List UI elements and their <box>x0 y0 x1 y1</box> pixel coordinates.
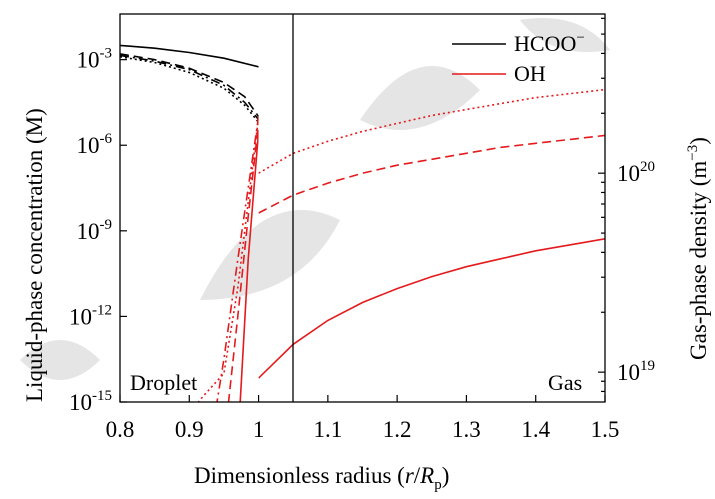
legend-label-hcoo-base: HCOO <box>514 31 576 56</box>
background-watermark <box>20 18 610 380</box>
x-tick-label: 1.2 <box>383 417 412 442</box>
left-y-tick-label: 10-15 <box>69 388 112 415</box>
liquid-line-hcoo-dashed <box>120 53 259 118</box>
x-axis-label-r: r <box>405 463 415 488</box>
liquid-line-oh-dotted <box>197 116 259 402</box>
droplet-series-group <box>120 44 259 402</box>
watermark-shape <box>200 210 340 300</box>
right-y-tick-label: 1019 <box>617 358 655 385</box>
x-tick-label: 1 <box>253 417 265 442</box>
x-tick-label: 0.8 <box>106 417 135 442</box>
liquid-line-oh-dashed <box>227 122 259 402</box>
liquid-line-hcoo-solid <box>120 44 259 68</box>
right-y-axis-label-exp: −3 <box>685 145 701 161</box>
x-tick-label: 0.9 <box>175 417 204 442</box>
legend-label-hcoo: HCOO− <box>514 30 585 56</box>
left-y-tick-label: 10-9 <box>77 217 113 244</box>
right-y-axis-label-close: ) <box>686 137 711 145</box>
x-axis-label-text: Dimensionless radius ( <box>194 463 405 488</box>
right-y-tick-label: 1020 <box>617 159 655 186</box>
x-tick-label: 1.5 <box>591 417 620 442</box>
droplet-region-label: Droplet <box>130 370 197 395</box>
liquid-line-oh-dashdot <box>216 116 259 402</box>
gas-region-label: Gas <box>548 370 582 395</box>
liquid-line-oh-solid <box>239 130 259 402</box>
x-axis: 0.8 0.9 1 1.1 1.2 1.3 1.4 1.5 <box>106 395 620 442</box>
gas-line-oh-dotted <box>258 88 605 174</box>
x-tick-label: 1.1 <box>313 417 342 442</box>
watermark-shape <box>360 66 480 130</box>
x-tick-label: 1.4 <box>521 417 550 442</box>
left-y-axis-label: Liquid-phase concentration (M) <box>22 108 47 402</box>
gas-line-oh-solid <box>258 238 605 379</box>
right-y-axis-label-text: Gas-phase density (m <box>686 161 711 360</box>
legend: HCOO− OH <box>452 30 585 86</box>
legend-label-hcoo-charge: − <box>576 30 584 46</box>
plot-area <box>120 44 605 402</box>
left-y-axis: 10-3 10-6 10-9 10-12 10-15 <box>69 46 127 415</box>
right-y-axis: 1020 1019 <box>598 17 655 393</box>
left-y-tick-label: 10-12 <box>69 302 112 329</box>
plot-frame <box>119 13 606 403</box>
gas-line-oh-dashed <box>258 134 605 214</box>
x-axis-label-sub: p <box>434 477 442 493</box>
left-y-tick-label: 10-3 <box>77 46 113 73</box>
x-axis-label-close: ) <box>442 463 450 488</box>
axes-frame <box>119 13 606 403</box>
watermark-shape <box>520 18 610 52</box>
x-axis-label-slash: / <box>414 463 421 488</box>
gas-series-group <box>258 88 605 379</box>
liquid-line-hcoo-dashdot <box>120 54 259 121</box>
legend-label-oh: OH <box>514 61 546 86</box>
x-axis-label-R: R <box>419 463 434 488</box>
x-tick-label: 1.3 <box>452 417 481 442</box>
watermark-shape <box>20 340 100 380</box>
liquid-line-hcoo-dotted <box>120 56 259 123</box>
left-y-tick-label: 10-6 <box>77 131 113 158</box>
x-axis-label: Dimensionless radius (r/Rp) <box>194 463 449 493</box>
right-y-axis-label: Gas-phase density (m−3) <box>685 137 711 360</box>
